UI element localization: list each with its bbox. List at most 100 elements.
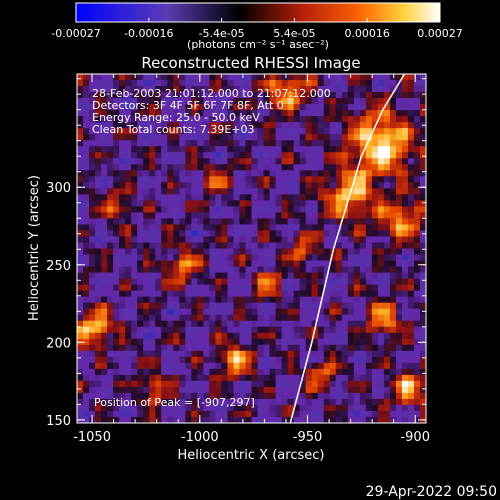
image-pixel [305, 224, 313, 231]
image-pixel [323, 218, 331, 225]
image-pixel [395, 302, 403, 310]
image-pixel [341, 404, 349, 412]
image-pixel [347, 92, 355, 99]
image-pixel [389, 350, 397, 358]
image-pixel [341, 86, 349, 93]
image-pixel [143, 206, 150, 213]
image-pixel [401, 128, 409, 135]
image-pixel [335, 272, 343, 279]
image-pixel [125, 254, 132, 261]
image-pixel [197, 122, 204, 129]
image-pixel [365, 122, 373, 129]
image-pixel [101, 320, 108, 328]
image-pixel [95, 362, 102, 370]
image-pixel [161, 314, 168, 322]
image-pixel [125, 236, 132, 243]
image-pixel [323, 344, 331, 352]
image-pixel [365, 284, 373, 292]
image-pixel [95, 254, 102, 261]
image-pixel [161, 158, 168, 165]
image-pixel [365, 110, 373, 117]
image-pixel [107, 314, 114, 322]
image-pixel [311, 272, 319, 279]
image-pixel [395, 206, 403, 213]
image-pixel [251, 98, 258, 105]
image-pixel [293, 140, 301, 147]
image-pixel [101, 194, 108, 201]
image-pixel [83, 314, 90, 322]
image-pixel [299, 314, 307, 322]
image-pixel [365, 134, 373, 141]
image-pixel [245, 392, 252, 400]
image-pixel [95, 404, 102, 412]
image-pixel [407, 98, 415, 105]
image-pixel [395, 236, 403, 243]
image-pixel [335, 188, 343, 195]
image-pixel [263, 140, 270, 147]
image-pixel [377, 314, 385, 322]
image-pixel [167, 272, 174, 279]
image-pixel [77, 212, 84, 219]
image-pixel [419, 290, 426, 298]
image-pixel [395, 380, 403, 388]
image-pixel [281, 128, 289, 135]
image-pixel [179, 98, 186, 105]
image-pixel [389, 398, 397, 406]
image-pixel [245, 404, 252, 412]
image-pixel [239, 116, 246, 123]
image-pixel [299, 272, 307, 279]
image-pixel [221, 350, 228, 358]
image-pixel [209, 272, 216, 279]
image-pixel [125, 110, 132, 117]
image-pixel [137, 416, 144, 423]
image-pixel [161, 296, 168, 304]
image-pixel [191, 368, 198, 376]
image-pixel [167, 194, 174, 201]
image-pixel [203, 284, 210, 292]
image-pixel [221, 344, 228, 352]
image-pixel [101, 206, 108, 213]
image-pixel [269, 278, 276, 286]
image-pixel [137, 302, 144, 310]
image-pixel [245, 254, 252, 261]
image-pixel [173, 356, 180, 364]
image-pixel [101, 266, 108, 273]
image-pixel [323, 134, 331, 141]
image-pixel [395, 164, 403, 171]
image-pixel [281, 200, 289, 207]
image-pixel [173, 188, 180, 195]
image-pixel [77, 110, 84, 117]
image-pixel [263, 92, 270, 99]
info-line: Energy Range: 25.0 - 50.0 keV [92, 111, 260, 124]
image-pixel [101, 176, 108, 183]
image-pixel [95, 350, 102, 358]
image-pixel [149, 212, 156, 219]
image-pixel [155, 308, 162, 316]
image-pixel [353, 152, 361, 159]
image-pixel [413, 122, 421, 129]
image-pixel [215, 290, 222, 298]
image-pixel [407, 128, 415, 135]
image-pixel [353, 392, 361, 400]
image-pixel [317, 176, 325, 183]
image-pixel [389, 266, 397, 273]
image-pixel [149, 80, 156, 87]
image-pixel [161, 236, 168, 243]
image-pixel [233, 344, 240, 352]
image-pixel [107, 164, 114, 171]
image-pixel [407, 266, 415, 273]
image-pixel [257, 134, 264, 141]
image-pixel [341, 92, 349, 99]
image-pixel [113, 236, 120, 243]
image-pixel [215, 248, 222, 255]
image-pixel [371, 272, 379, 279]
image-pixel [167, 326, 174, 334]
image-pixel [185, 296, 192, 304]
image-pixel [161, 338, 168, 346]
image-pixel [239, 182, 246, 189]
image-pixel [119, 146, 126, 153]
image-pixel [335, 212, 343, 219]
image-pixel [191, 122, 198, 129]
image-pixel [101, 344, 108, 352]
image-pixel [161, 398, 168, 406]
